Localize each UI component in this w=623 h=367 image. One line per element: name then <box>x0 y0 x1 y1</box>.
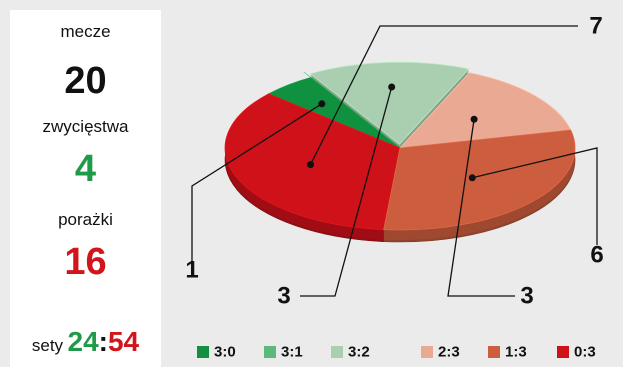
legend-label-3:2: 3:2 <box>348 344 370 361</box>
sets-won: 24 <box>67 326 99 357</box>
callout-dot-3:0 <box>318 100 326 108</box>
legend-label-0:3: 0:3 <box>574 344 596 361</box>
legend-swatch-0:3 <box>557 346 569 358</box>
legend-label-3:0: 3:0 <box>214 344 236 361</box>
sets-label: sety <box>31 336 64 355</box>
losses-value: 16 <box>64 241 107 283</box>
pie-slice-1:3 <box>383 129 576 231</box>
callout-line-0:3 <box>309 25 578 165</box>
matches-value: 20 <box>64 60 107 102</box>
callout-dot-0:3 <box>307 161 315 169</box>
legend-swatch-3:0 <box>197 346 209 358</box>
data-label-3:2: 3 <box>277 283 290 310</box>
data-label-1:3: 6 <box>590 242 603 269</box>
legend-label-2:3: 2:3 <box>438 344 460 361</box>
data-label-3:0: 1 <box>185 257 198 284</box>
legend-label-1:3: 1:3 <box>505 344 527 361</box>
callout-line-2:3 <box>447 119 515 297</box>
matches-label: mecze <box>60 22 111 41</box>
wins-value: 4 <box>74 148 97 190</box>
pie-slice-3:2 <box>309 61 470 145</box>
sets-lost: 54 <box>107 326 140 357</box>
callout-line-3:2 <box>300 86 393 297</box>
wins-label: zwycięstwa <box>42 117 129 136</box>
legend-swatch-3:1 <box>264 346 276 358</box>
data-label-2:3: 3 <box>520 283 533 310</box>
callout-line-1:3 <box>472 147 598 245</box>
callout-dot-3:2 <box>388 83 396 91</box>
losses-label: porażki <box>58 210 113 229</box>
callout-dot-2:3 <box>470 115 478 123</box>
legend-swatch-3:2 <box>331 346 343 358</box>
sets-summary: sety 24:54 <box>10 326 161 358</box>
stats-panel: mecze 20 zwycięstwa 4 porażki 16 sety 24… <box>10 10 161 367</box>
legend-swatch-2:3 <box>421 346 433 358</box>
callout-dot-1:3 <box>468 174 476 182</box>
data-label-0:3: 7 <box>589 13 602 40</box>
legend-label-3:1: 3:1 <box>281 344 303 361</box>
legend-swatch-1:3 <box>488 346 500 358</box>
pie-slice-2:3 <box>398 72 572 149</box>
callout-line-3:0 <box>191 103 323 262</box>
sets-separator: : <box>98 326 108 357</box>
